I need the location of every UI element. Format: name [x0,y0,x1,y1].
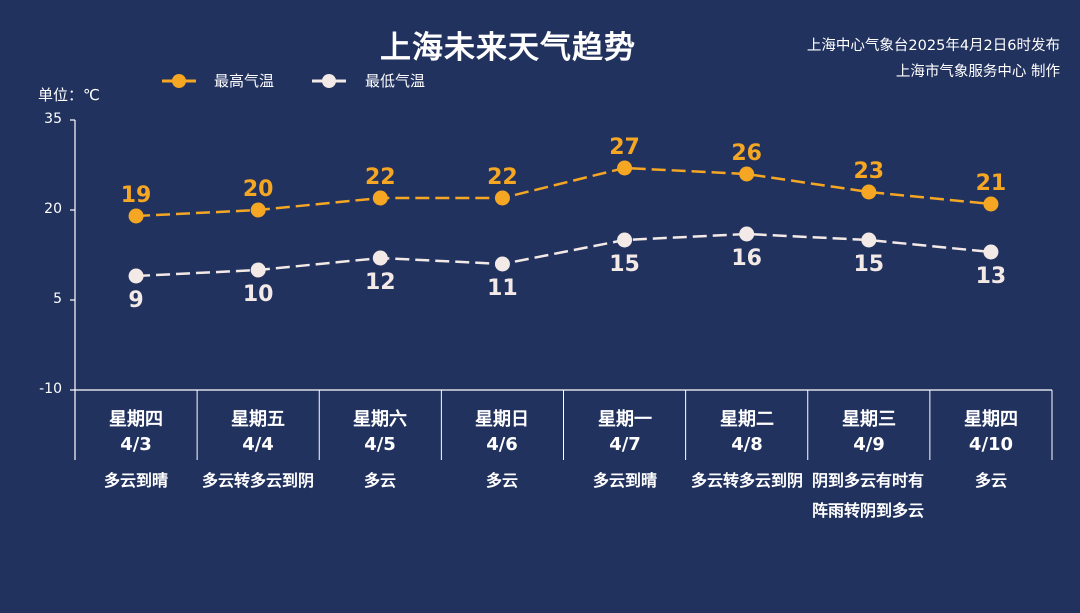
y-tick-label: 5 [53,291,62,307]
issuer-credit: 上海中心气象台2025年4月2日6时发布 [806,38,1060,54]
low-temp-label: 12 [365,270,396,295]
forecast-date: 4/5 [364,434,396,455]
page-title: 上海未来天气趋势 [380,30,636,66]
low-temp-point [128,268,144,284]
legend-low-marker-dot [322,74,336,88]
low-temp-label: 10 [243,282,274,307]
legend-high-marker-dot [172,74,186,88]
forecast-date: 4/8 [731,434,763,455]
high-temp-point [128,208,144,224]
high-temp-label: 21 [976,171,1007,196]
y-tick-label: 35 [44,111,62,127]
day-of-week: 星期三 [842,409,896,430]
low-temp-point [739,226,755,242]
low-temp-label: 13 [976,264,1007,289]
low-temp-line [136,232,992,278]
high-temp-label: 22 [487,165,518,190]
weather-condition: 多云转多云到阴 [202,471,315,490]
day-of-week: 星期四 [964,409,1018,430]
weather-condition: 阴到多云有时有阵雨转阴到多云 [812,471,925,520]
forecast-date: 4/6 [486,434,518,455]
legend-low-label: 最低气温 [365,72,426,90]
forecast-date: 4/9 [853,434,885,455]
forecast-date: 4/10 [968,434,1014,455]
high-temp-point [250,202,266,218]
low-temp-point [617,232,633,248]
high-temp-label: 19 [121,183,152,208]
producer-credit: 上海市气象服务中心 制作 [895,64,1060,80]
weather-condition: 多云到晴 [103,471,168,490]
unit-label: 单位：℃ [38,86,100,104]
weather-condition: 多云转多云到阴 [691,471,804,490]
low-temp-label: 15 [854,252,885,277]
high-temp-point [372,190,388,206]
high-temp-label: 23 [854,159,885,184]
weather-condition: 多云 [363,471,396,490]
low-temp-label: 15 [609,252,640,277]
forecast-date: 4/4 [242,434,274,455]
high-temp-point [861,184,877,200]
day-of-week: 星期六 [353,409,407,430]
day-of-week: 星期四 [109,409,163,430]
low-temp-point [983,244,999,260]
high-temp-label: 22 [365,165,396,190]
low-temp-point [861,232,877,248]
weather-condition: 多云 [974,471,1007,490]
low-temp-point [372,250,388,266]
day-of-week: 星期五 [231,409,285,430]
day-of-week: 星期一 [598,409,652,430]
high-temp-point [617,160,633,176]
forecast-date: 4/7 [609,434,641,455]
low-temp-label: 16 [731,246,762,271]
low-temp-point [250,262,266,278]
high-temp-label: 20 [243,177,274,202]
y-tick-label: 20 [44,201,62,217]
legend-high-label: 最高气温 [214,72,275,90]
day-of-week: 星期日 [475,409,529,430]
low-temp-label: 11 [487,276,518,301]
weather-condition: 多云 [485,471,518,490]
high-temp-label: 26 [731,141,762,166]
high-temp-point [739,166,755,182]
high-temp-label: 27 [609,135,640,160]
low-temp-point [494,256,510,272]
forecast-date: 4/3 [120,434,152,455]
high-temp-point [494,190,510,206]
weather-condition: 多云到晴 [592,471,657,490]
high-temp-point [983,196,999,212]
high-temp-line [136,166,992,218]
low-temp-label: 9 [128,288,143,313]
y-tick-label: -10 [39,381,62,397]
day-of-week: 星期二 [720,409,774,430]
